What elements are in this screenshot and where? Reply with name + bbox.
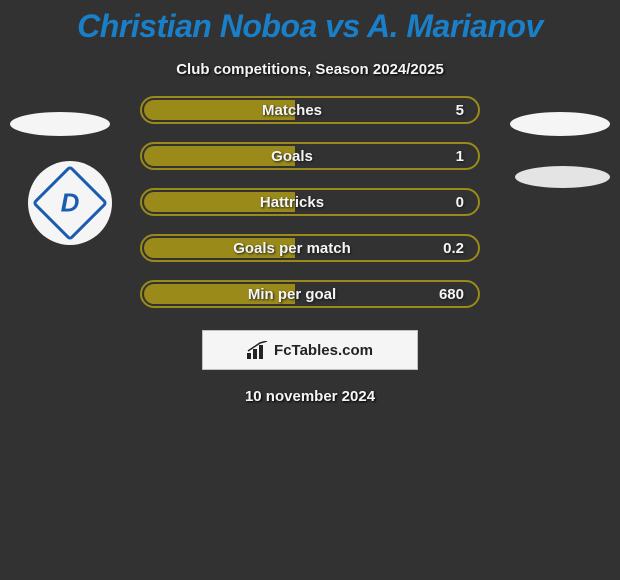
- attribution-text: FcTables.com: [274, 342, 373, 359]
- stat-label: Matches: [156, 102, 428, 119]
- placeholder-ellipse-right-2: [515, 166, 610, 188]
- club-logo-letter: D: [61, 188, 80, 219]
- stat-bar: Goals per match0.2: [140, 234, 480, 262]
- subtitle: Club competitions, Season 2024/2025: [0, 61, 620, 78]
- stat-value: 680: [428, 286, 464, 303]
- content-area: D Matches5 Goals1 Hattricks0 Goals per matc…: [0, 96, 620, 405]
- placeholder-ellipse-right-1: [510, 112, 610, 136]
- stat-value: 1: [428, 148, 464, 165]
- placeholder-ellipse-left: [10, 112, 110, 136]
- stat-bar: Hattricks0: [140, 188, 480, 216]
- stat-value: 5: [428, 102, 464, 119]
- stat-bars: Matches5Goals1Hattricks0Goals per match0…: [140, 96, 480, 308]
- stat-bar: Goals1: [140, 142, 480, 170]
- club-logo-diamond: D: [42, 168, 98, 238]
- stat-label: Min per goal: [156, 286, 428, 303]
- page-title: Christian Noboa vs A. Marianov: [0, 0, 620, 45]
- attribution-badge: FcTables.com: [202, 330, 418, 370]
- club-logo: D: [28, 161, 112, 245]
- stat-label: Goals per match: [156, 240, 428, 257]
- stat-label: Hattricks: [156, 194, 428, 211]
- stat-label: Goals: [156, 148, 428, 165]
- stat-value: 0: [428, 194, 464, 211]
- stat-bar: Min per goal680: [140, 280, 480, 308]
- date-text: 10 november 2024: [0, 388, 620, 405]
- chart-icon: [247, 341, 269, 359]
- stat-bar: Matches5: [140, 96, 480, 124]
- stat-value: 0.2: [428, 240, 464, 257]
